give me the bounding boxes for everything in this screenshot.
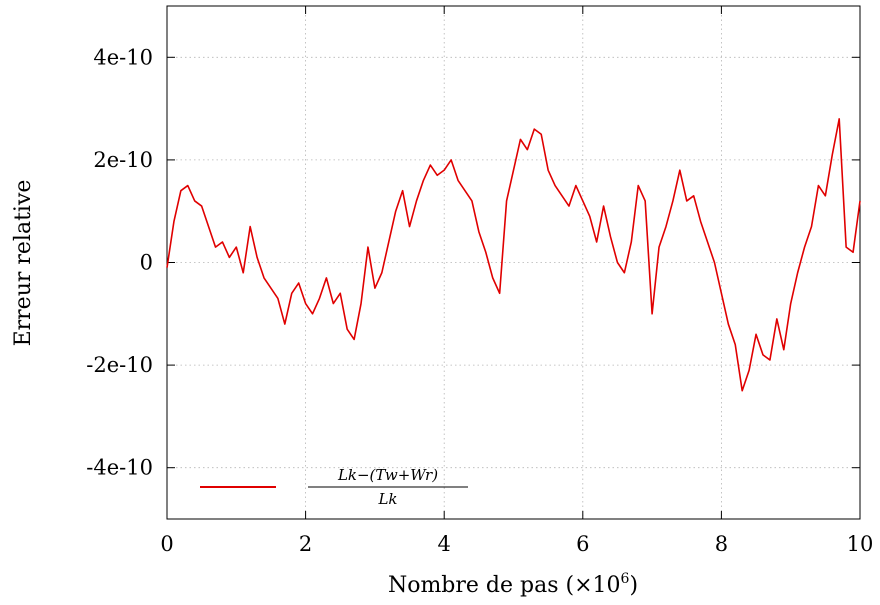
axis-ticks xyxy=(166,6,861,519)
legend: Lk−(Tw+Wr) Lk xyxy=(200,466,468,508)
grid xyxy=(167,6,860,519)
x-tick-label: 2 xyxy=(299,532,312,556)
y-tick-label: 0 xyxy=(140,251,153,275)
x-axis-title-exponent: 6 xyxy=(621,571,630,587)
x-tick-label: 0 xyxy=(160,532,173,556)
series-line-relative-error xyxy=(166,118,861,392)
x-axis-title: Nombre de pas (×106) xyxy=(388,571,638,598)
x-tick-label: 6 xyxy=(576,532,589,556)
x-tick-labels: 0 2 4 6 8 10 xyxy=(160,532,873,556)
y-tick-label: -4e-10 xyxy=(86,456,153,480)
legend-numerator: Lk−(Tw+Wr) xyxy=(337,466,438,484)
x-tick-label: 8 xyxy=(715,532,728,556)
legend-denominator: Lk xyxy=(377,490,397,508)
y-axis-title: Erreur relative xyxy=(11,180,36,347)
x-tick-label: 10 xyxy=(847,532,874,556)
x-tick-label: 4 xyxy=(438,532,451,556)
y-tick-label: -2e-10 xyxy=(86,353,153,377)
y-tick-label: 4e-10 xyxy=(93,45,153,69)
y-tick-labels: -4e-10 -2e-10 0 2e-10 4e-10 xyxy=(86,45,153,479)
y-tick-label: 2e-10 xyxy=(93,148,153,172)
